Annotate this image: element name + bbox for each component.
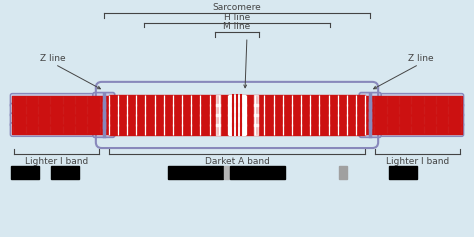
Text: M line: M line (223, 22, 251, 31)
FancyBboxPatch shape (93, 112, 115, 128)
FancyBboxPatch shape (359, 122, 381, 137)
Text: Z line: Z line (408, 54, 434, 63)
FancyBboxPatch shape (371, 94, 464, 107)
Bar (224, 166, 229, 179)
FancyBboxPatch shape (371, 113, 464, 127)
Text: Darket A band: Darket A band (205, 157, 269, 166)
Bar (339, 166, 347, 179)
FancyBboxPatch shape (359, 93, 381, 108)
FancyBboxPatch shape (359, 102, 381, 118)
FancyBboxPatch shape (371, 103, 464, 117)
Text: Lighter I band: Lighter I band (386, 157, 449, 166)
Bar (11, 166, 39, 179)
FancyBboxPatch shape (10, 94, 103, 107)
Bar (51, 166, 79, 179)
Text: H line: H line (224, 13, 250, 22)
FancyBboxPatch shape (371, 123, 464, 136)
FancyBboxPatch shape (10, 123, 103, 136)
FancyBboxPatch shape (93, 93, 115, 108)
Text: Lighter I band: Lighter I band (25, 157, 88, 166)
Bar (168, 166, 223, 179)
FancyBboxPatch shape (93, 122, 115, 137)
FancyBboxPatch shape (10, 113, 103, 127)
FancyBboxPatch shape (359, 112, 381, 128)
Bar (230, 166, 285, 179)
Text: Z line: Z line (40, 54, 66, 63)
FancyBboxPatch shape (93, 102, 115, 118)
Bar (389, 166, 417, 179)
FancyBboxPatch shape (10, 103, 103, 117)
Text: Sarcomere: Sarcomere (213, 3, 261, 12)
